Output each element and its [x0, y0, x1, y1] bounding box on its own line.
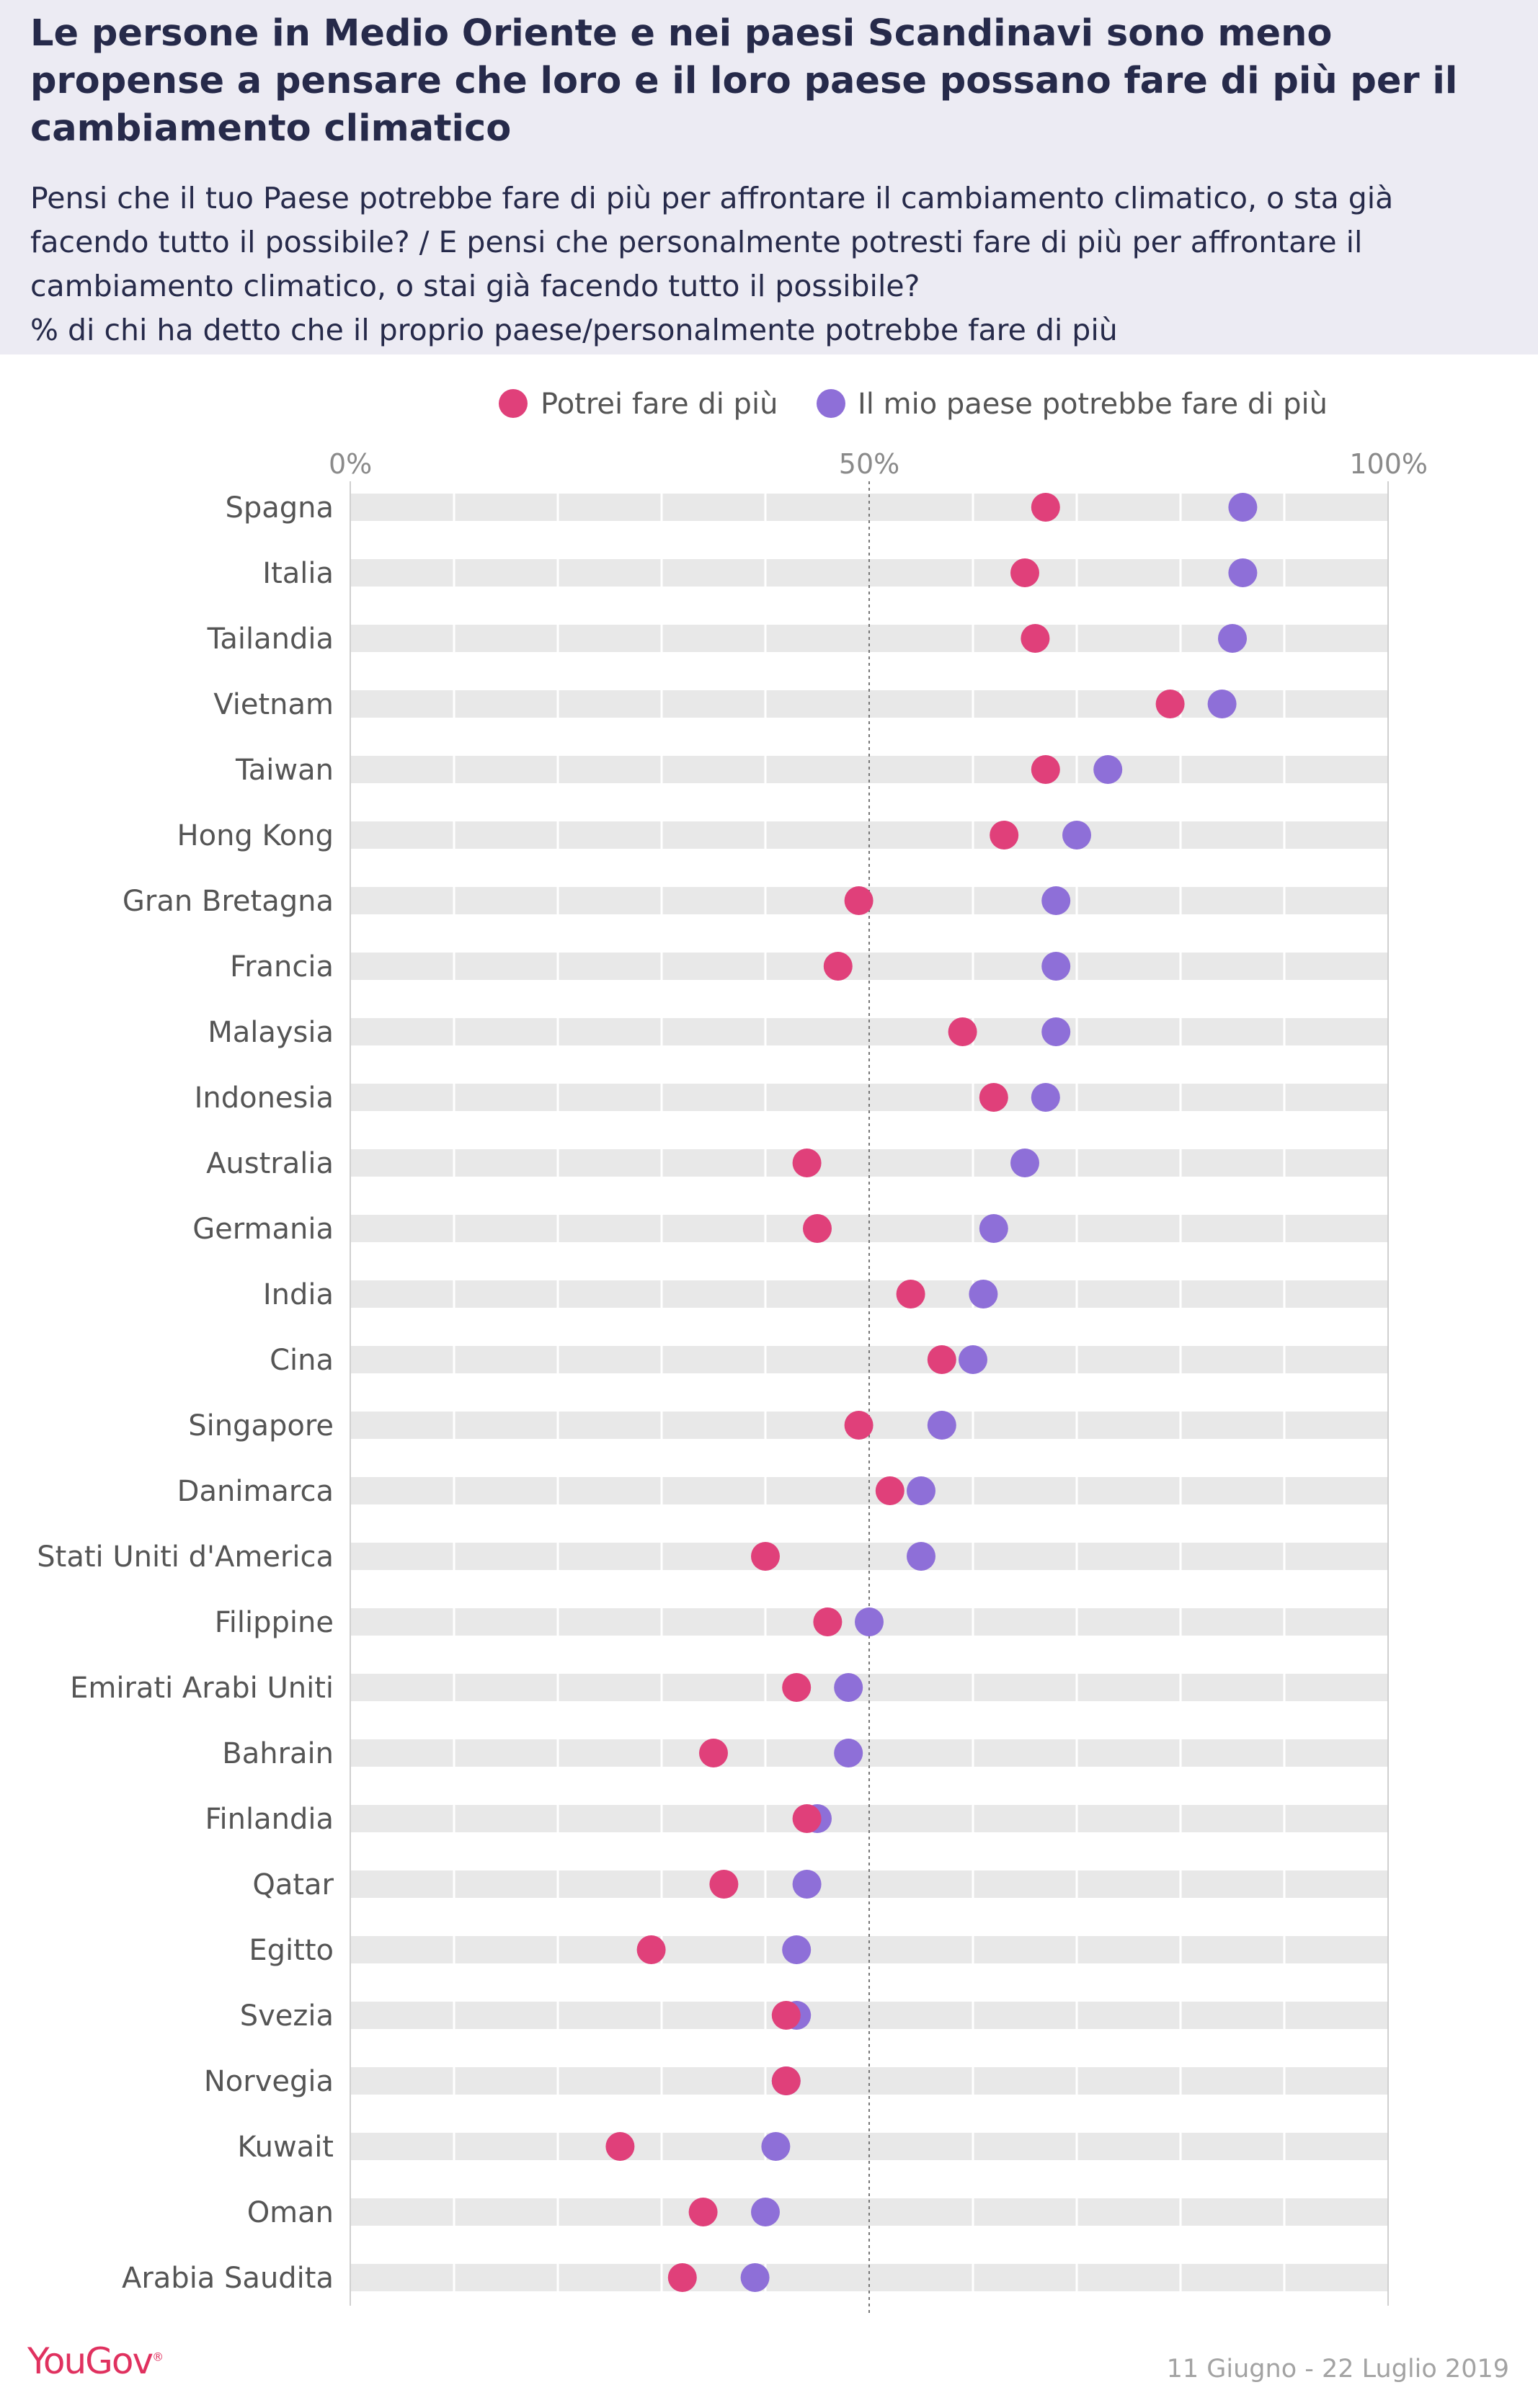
- x-tick-label: 0%: [329, 448, 372, 480]
- category-label: Tailandia: [207, 623, 334, 656]
- dot-personal: [875, 1476, 904, 1505]
- chart-subtitle: Pensi che il tuo Paese potrebbe fare di …: [30, 181, 1394, 347]
- category-label: Egitto: [249, 1934, 334, 1967]
- dot-personal: [1031, 755, 1060, 784]
- category-label: Vietnam: [213, 688, 334, 721]
- dot-personal: [771, 2066, 801, 2095]
- dot-personal: [823, 952, 853, 981]
- category-label: Hong Kong: [177, 819, 334, 852]
- dot-country: [1041, 1017, 1071, 1046]
- legend-label-1: Potrei fare di più: [541, 388, 778, 421]
- legend-marker-1: [499, 389, 528, 418]
- dot-country: [834, 1739, 863, 1767]
- dot-personal: [699, 1739, 728, 1767]
- category-label: India: [263, 1278, 334, 1311]
- dot-personal: [844, 886, 874, 915]
- dot-personal: [927, 1345, 956, 1374]
- dot-personal: [979, 1083, 1008, 1112]
- dot-personal: [751, 1542, 780, 1571]
- dot-country: [1031, 1083, 1060, 1112]
- category-label: Norvegia: [204, 2065, 334, 2098]
- dot-country: [907, 1476, 935, 1505]
- category-label: Malaysia: [208, 1016, 334, 1049]
- category-label: Indonesia: [195, 1082, 334, 1115]
- dot-personal: [803, 1214, 832, 1243]
- dot-personal: [1021, 624, 1050, 653]
- dot-personal: [1155, 690, 1185, 718]
- dot-country: [782, 1935, 812, 1964]
- dot-country: [751, 2198, 780, 2226]
- dot-personal: [771, 2001, 801, 2030]
- dot-personal: [792, 1149, 822, 1177]
- dot-country: [1228, 558, 1258, 587]
- dot-personal: [688, 2198, 718, 2226]
- dot-country: [855, 1607, 884, 1636]
- yougov-logo: YouGov®: [27, 2340, 164, 2382]
- dot-country: [834, 1673, 863, 1702]
- dot-personal: [782, 1673, 812, 1702]
- x-tick-label: 100%: [1349, 448, 1428, 480]
- dot-country: [927, 1411, 956, 1440]
- dot-personal: [844, 1411, 874, 1440]
- category-label: Arabia Saudita: [122, 2262, 334, 2295]
- dot-country: [1207, 690, 1237, 718]
- x-tick-label: 50%: [839, 448, 899, 480]
- category-label: Emirati Arabi Uniti: [70, 1672, 334, 1705]
- dot-personal: [636, 1935, 666, 1964]
- category-label: Svezia: [240, 1999, 334, 2033]
- dot-country: [1228, 493, 1258, 522]
- category-label: Australia: [206, 1147, 334, 1180]
- dot-country: [1041, 952, 1071, 981]
- dot-country: [969, 1280, 998, 1308]
- dot-personal: [990, 821, 1019, 850]
- dot-country: [1062, 821, 1091, 850]
- category-label: Francia: [230, 950, 334, 984]
- category-label: Cina: [270, 1344, 334, 1377]
- category-label: Finlandia: [205, 1803, 334, 1836]
- category-label: Italia: [262, 557, 334, 590]
- dot-country: [907, 1542, 935, 1571]
- dot-personal: [667, 2263, 697, 2292]
- category-label: Spagna: [225, 491, 334, 525]
- chart-title: Le persone in Medio Oriente e nei paesi …: [30, 12, 1458, 150]
- dot-personal: [709, 1870, 739, 1899]
- dot-country: [761, 2132, 791, 2161]
- dot-personal: [1010, 558, 1039, 587]
- dot-country: [792, 1870, 822, 1899]
- legend-marker-2: [817, 389, 845, 418]
- dot-personal: [605, 2132, 635, 2161]
- header: Le persone in Medio Oriente e nei paesi …: [0, 0, 1538, 354]
- date-range: 11 Giugno - 22 Luglio 2019: [1166, 2355, 1509, 2384]
- dot-personal: [792, 1804, 822, 1833]
- dot-country: [1010, 1149, 1039, 1177]
- legend-label-2: Il mio paese potrebbe fare di più: [858, 388, 1328, 421]
- dot-personal: [813, 1607, 843, 1636]
- dot-personal: [896, 1280, 925, 1308]
- category-label: Oman: [247, 2196, 334, 2229]
- category-label: Stati Uniti d'America: [37, 1540, 334, 1574]
- category-label: Danimarca: [177, 1475, 334, 1508]
- dot-country: [959, 1345, 987, 1374]
- category-label: Kuwait: [237, 2131, 334, 2164]
- category-label: Bahrain: [222, 1737, 334, 1770]
- category-label: Filippine: [215, 1606, 334, 1639]
- dot-country: [740, 2263, 770, 2292]
- category-label: Taiwan: [235, 754, 334, 787]
- dot-country: [979, 1214, 1008, 1243]
- category-label: Qatar: [252, 1868, 334, 1901]
- dot-country: [1041, 886, 1071, 915]
- dot-plot: Potrei fare di più Il mio paese potrebbe …: [37, 388, 1428, 2313]
- dot-country: [1218, 624, 1247, 653]
- dot-country: [1093, 755, 1123, 784]
- category-label: Gran Bretagna: [123, 885, 334, 918]
- category-label: Singapore: [188, 1409, 334, 1442]
- category-label: Germania: [192, 1213, 334, 1246]
- dot-personal: [1031, 493, 1060, 522]
- dot-personal: [948, 1017, 977, 1046]
